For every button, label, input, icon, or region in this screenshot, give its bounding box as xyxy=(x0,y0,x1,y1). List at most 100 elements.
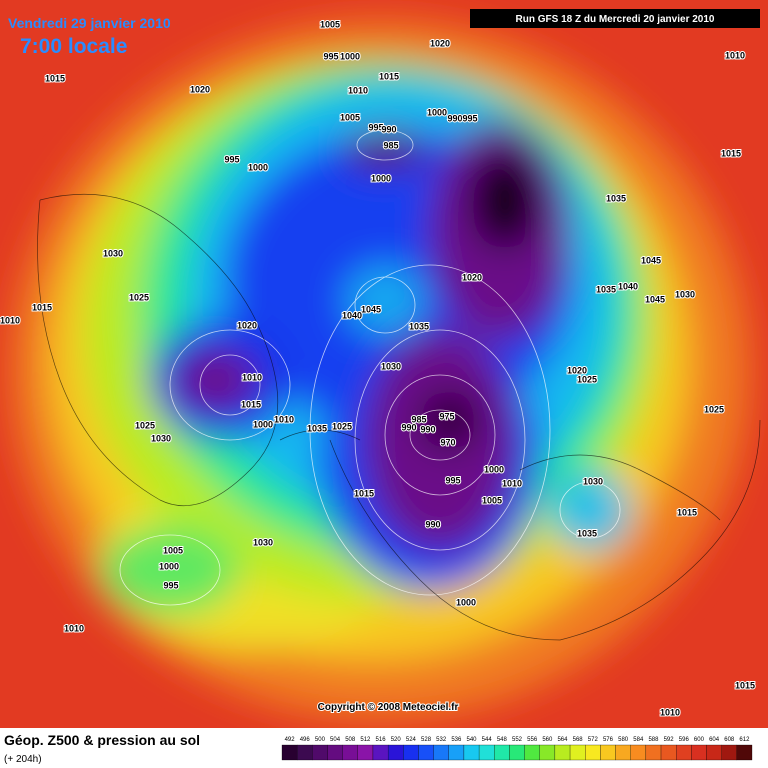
scale-cell xyxy=(418,744,434,761)
scale-label: 504 xyxy=(330,737,341,743)
isobar-label: 1030 xyxy=(381,361,401,371)
isobar-label: 1030 xyxy=(583,476,603,486)
scale-cell xyxy=(448,744,465,761)
isobar-label: 1000 xyxy=(159,561,179,571)
scale-cell xyxy=(539,744,556,761)
isobar-label: 1000 xyxy=(248,162,268,172)
scale-label: 508 xyxy=(345,737,356,743)
scale-cell xyxy=(585,744,601,761)
isobar-label: 990 xyxy=(447,113,462,123)
isobar-label: 1010 xyxy=(0,315,20,325)
isobar-label: 1040 xyxy=(342,310,362,320)
scale-cell xyxy=(554,744,571,761)
isobar-label: 1005 xyxy=(340,112,360,122)
run: Run GFS 18 Z du Mercredi 20 janvier 2010 xyxy=(516,14,715,25)
scale-cell xyxy=(615,744,631,761)
scale-label: 600 xyxy=(694,737,705,743)
scale-label: 516 xyxy=(376,737,387,743)
isobar-label: 1020 xyxy=(190,84,210,94)
field xyxy=(0,0,768,728)
isobar-label: 1020 xyxy=(237,320,257,330)
isobar-label: 1000 xyxy=(340,51,360,61)
scale-cell xyxy=(524,744,540,761)
isobar-labels: 1005 1020 1010 995 1000 1015 1020 1010 1015 1005 9… xyxy=(0,18,756,718)
isobar-label: 1020 xyxy=(430,38,450,48)
scale-cell xyxy=(387,744,404,761)
scale-cell xyxy=(342,744,358,761)
isobar-label: 1035 xyxy=(409,321,429,331)
copyright: Copyright © 2008 Meteociel.fr xyxy=(318,702,459,713)
isobar-label: 1005 xyxy=(163,545,183,555)
scale-label: 532 xyxy=(436,737,447,743)
isobar-label: 970 xyxy=(440,437,455,447)
isobar-label: 1005 xyxy=(320,19,340,29)
scale-label: 608 xyxy=(724,737,735,743)
isobar-label: 1000 xyxy=(371,173,391,183)
scale-label: 596 xyxy=(679,737,690,743)
isobar-label: 1000 xyxy=(456,597,476,607)
isobar-label: 1045 xyxy=(645,294,665,304)
scale-cell xyxy=(569,744,586,761)
scale-cell xyxy=(721,744,737,761)
scale-label: 568 xyxy=(573,737,584,743)
scale-cell xyxy=(281,744,298,761)
scale-label: 612 xyxy=(739,737,750,743)
scale-label: 584 xyxy=(633,737,644,743)
scale-label: 492 xyxy=(285,737,296,743)
scale-label: 588 xyxy=(648,737,659,743)
isobar-label: 985 xyxy=(411,414,426,424)
isobar-label: 1010 xyxy=(502,478,522,488)
scale-label: 564 xyxy=(557,737,568,743)
isobar-label: 1010 xyxy=(660,707,680,717)
scale-cell xyxy=(645,744,662,761)
isobar-label: 1035 xyxy=(307,423,327,433)
scale-cell xyxy=(372,744,389,761)
scale-label: 552 xyxy=(512,737,523,743)
scale-label: 540 xyxy=(467,737,478,743)
scale-cell xyxy=(736,744,753,761)
scale-label: 500 xyxy=(315,737,326,743)
isobar-label: 975 xyxy=(439,411,454,421)
isobar-label: 1040 xyxy=(618,281,638,291)
isobar-label: 1035 xyxy=(596,284,616,294)
scale-cell xyxy=(660,744,677,761)
isobar-label: 995 xyxy=(163,580,178,590)
scale-label: 556 xyxy=(527,737,538,743)
scale-label: 528 xyxy=(421,737,432,743)
isobar-label: 990 xyxy=(381,124,396,134)
isobar-label: 1015 xyxy=(241,399,261,409)
date: Vendredi 29 janvier 2010 xyxy=(8,15,171,31)
isobar-label: 990 xyxy=(420,424,435,434)
isobar-label: 1020 xyxy=(567,365,587,375)
isobar-label: 1025 xyxy=(577,374,597,384)
scale-cell xyxy=(706,744,722,761)
scale-cell xyxy=(297,744,313,761)
isobar-label: 1010 xyxy=(64,623,84,633)
scale-cell xyxy=(676,744,692,761)
isobar-label: 1005 xyxy=(482,495,502,505)
scale-label: 524 xyxy=(406,737,417,743)
scale-label: 560 xyxy=(542,737,553,743)
isobar-label: 1010 xyxy=(348,85,368,95)
isobar-label: 985 xyxy=(383,140,398,150)
scale-label: 520 xyxy=(391,737,402,743)
scale-cell xyxy=(630,744,647,761)
isobar-label: 1015 xyxy=(32,302,52,312)
scale-label: 592 xyxy=(664,737,675,743)
isobar-label: 1045 xyxy=(361,304,381,314)
isobar-label: 1010 xyxy=(274,414,294,424)
isobar-label: 990 xyxy=(401,422,416,432)
isobar-label: 1015 xyxy=(735,680,755,690)
isobar-label: 1015 xyxy=(379,71,399,81)
scale-cell xyxy=(403,744,419,761)
isobar-label: 995 xyxy=(462,113,477,123)
isobar-label: 1015 xyxy=(354,488,374,498)
color-scale: 492 496 500 504 508 512 516 520 524 528 532 536 540 5… xyxy=(281,737,753,761)
scale-cell xyxy=(494,744,510,761)
isobar-label: 1000 xyxy=(253,419,273,429)
footer-title: Géop. Z500 & pression au sol xyxy=(4,732,200,748)
scale-cell xyxy=(478,744,495,761)
scale-cell xyxy=(312,744,328,761)
isobar-label: 1025 xyxy=(135,420,155,430)
